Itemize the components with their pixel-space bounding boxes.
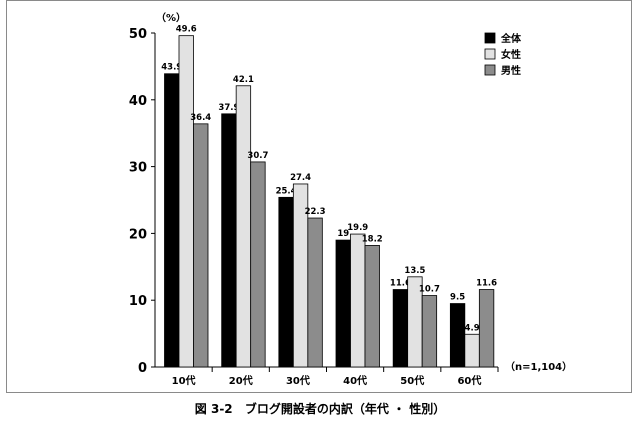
chart-axes: 0 10 20 30 40 50 10代 20代 30代 40代 50代 60代 bbox=[129, 27, 499, 387]
bar bbox=[350, 233, 366, 368]
bar bbox=[392, 289, 409, 368]
bar bbox=[464, 333, 480, 368]
data-label: 43.9 bbox=[161, 63, 182, 73]
figure-title: ブログ開設者の内訳（年代 ・ 性別） bbox=[244, 402, 446, 416]
y-tick-label: 30 bbox=[129, 161, 147, 176]
y-tick-label: 40 bbox=[129, 94, 147, 109]
legend-swatch bbox=[484, 48, 496, 60]
data-label: 27.4 bbox=[290, 173, 311, 183]
figure-number: 図 3-2 bbox=[194, 402, 233, 416]
data-label: 42.1 bbox=[233, 75, 254, 85]
data-label: 22.3 bbox=[305, 207, 326, 217]
bar-chart: 0 10 20 30 40 50 10代 20代 30代 40代 50代 60代 43.9 49.6 36… bbox=[129, 11, 572, 387]
y-tick-label: 0 bbox=[138, 361, 147, 376]
x-tick-label: 50代 bbox=[400, 374, 424, 387]
legend-label: 全体 bbox=[500, 32, 522, 45]
data-label: 13.5 bbox=[404, 266, 425, 276]
bar bbox=[278, 196, 294, 368]
y-tick-label: 10 bbox=[129, 294, 147, 309]
x-tick-label: 60代 bbox=[457, 374, 481, 387]
data-label: 19 bbox=[337, 229, 349, 239]
y-unit-label: （%） bbox=[156, 11, 186, 24]
bar bbox=[221, 113, 237, 368]
data-label: 10.7 bbox=[419, 285, 440, 295]
data-label: 19.9 bbox=[347, 223, 368, 233]
bar bbox=[235, 85, 252, 368]
data-label: 11.6 bbox=[476, 279, 497, 289]
legend-swatch bbox=[484, 32, 496, 44]
bar bbox=[178, 35, 194, 368]
bar bbox=[478, 289, 495, 368]
x-tick-label: 20代 bbox=[229, 374, 253, 387]
legend-label: 女性 bbox=[501, 48, 521, 61]
y-tick-label: 20 bbox=[129, 227, 147, 242]
bar bbox=[164, 73, 180, 368]
data-label: 49.6 bbox=[176, 25, 197, 35]
data-label: 25.4 bbox=[276, 186, 297, 196]
bar bbox=[335, 239, 351, 368]
data-label: 37.9 bbox=[218, 103, 239, 113]
figure-caption: 図 3-2 ブログ開設者の内訳（年代 ・ 性別） bbox=[0, 400, 640, 417]
y-tick-label: 50 bbox=[129, 27, 147, 42]
data-label: 36.4 bbox=[190, 113, 211, 123]
bar bbox=[364, 245, 380, 368]
chart-frame bbox=[6, 0, 632, 393]
data-label: 30.7 bbox=[247, 151, 268, 161]
data-label: 9.5 bbox=[450, 293, 465, 303]
bar bbox=[421, 295, 438, 368]
x-tick-label: 40代 bbox=[343, 374, 367, 387]
x-tick-label: 10代 bbox=[172, 374, 196, 387]
bar bbox=[449, 303, 466, 368]
bar bbox=[307, 217, 323, 368]
data-label: 18.2 bbox=[362, 234, 383, 244]
data-label: 11.6 bbox=[390, 279, 411, 289]
sample-size-note: （n=1,104） bbox=[505, 360, 572, 373]
chart-bars: 43.9 49.6 36.4 37.9 42.1 30.7 25.4 27.4 22.3 1919… bbox=[161, 25, 497, 368]
x-tick-label: 30代 bbox=[286, 374, 310, 387]
bar bbox=[193, 123, 209, 368]
bar bbox=[250, 161, 266, 368]
legend-label: 男性 bbox=[501, 64, 521, 77]
data-label: 4.9 bbox=[465, 323, 480, 333]
legend-swatch bbox=[484, 64, 496, 76]
